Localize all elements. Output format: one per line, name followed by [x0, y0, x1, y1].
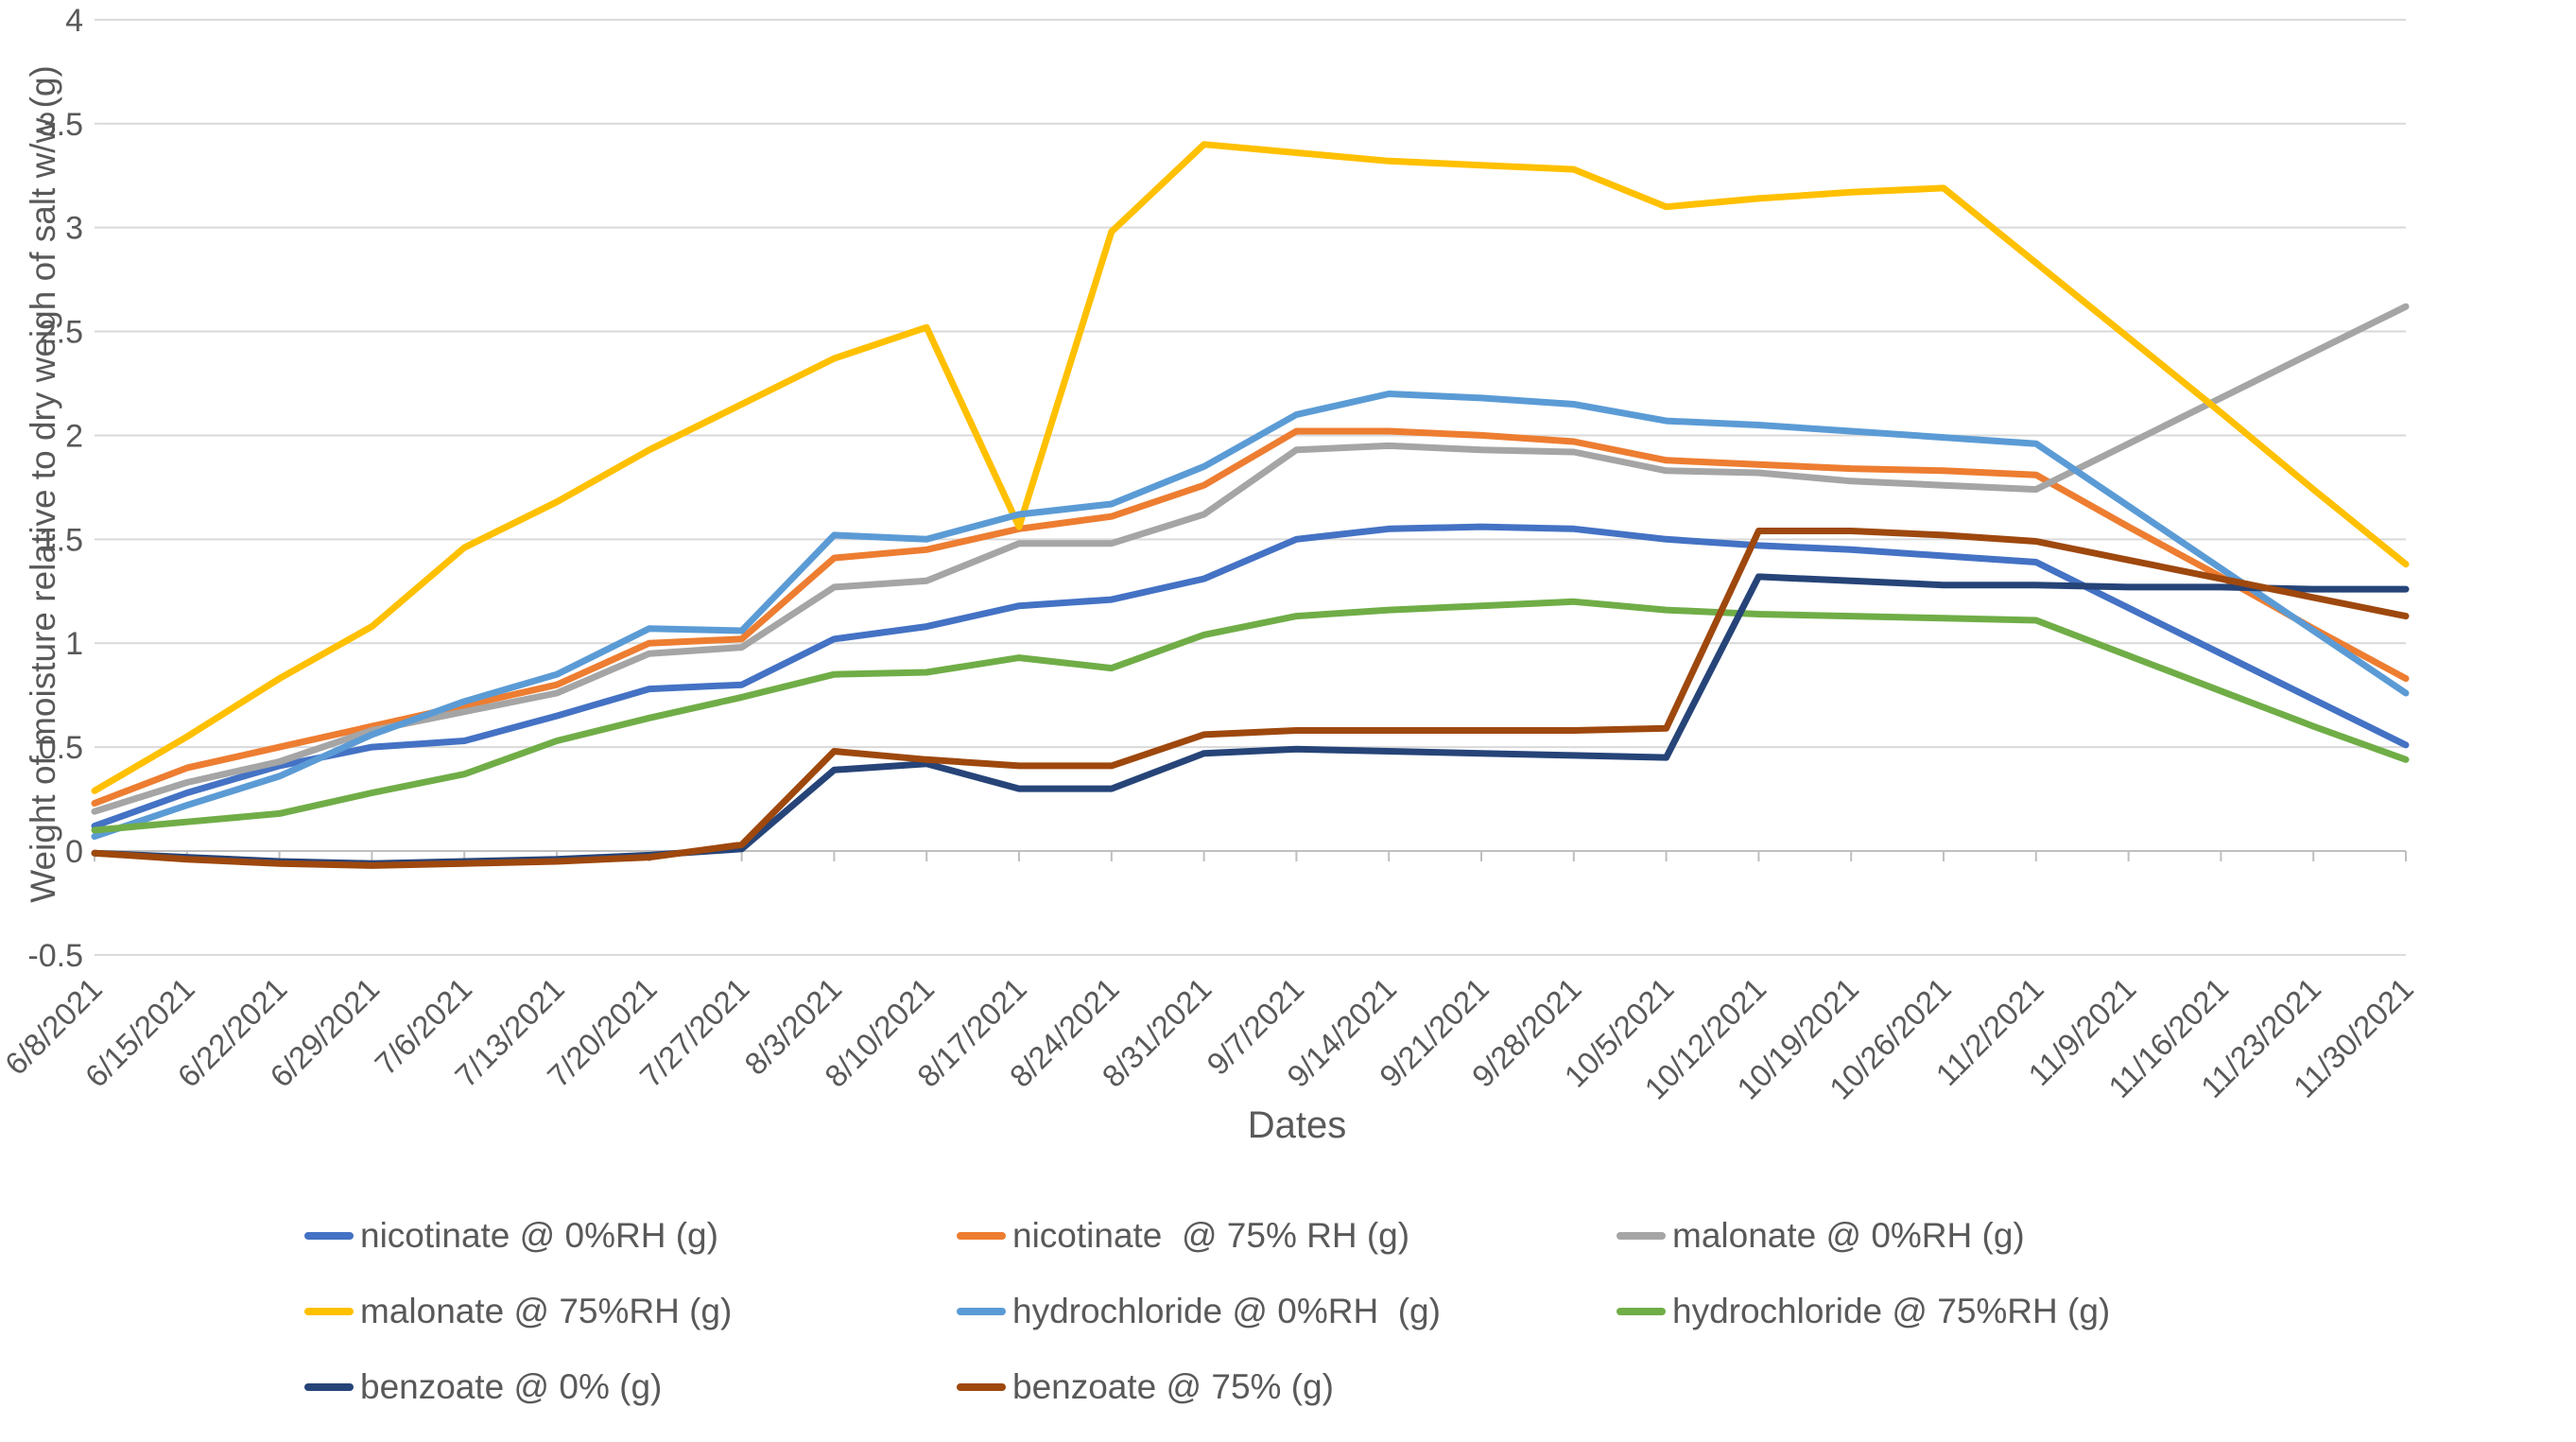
legend-item-2: malonate @ 0%RH (g) [1616, 1218, 2025, 1253]
legend-item-0: nicotinate @ 0%RH (g) [304, 1218, 718, 1253]
series-line-1 [91, 427, 2410, 807]
legend-label: hydrochloride @ 75%RH (g) [1672, 1292, 2111, 1330]
y-tick-label: 0 [65, 834, 83, 870]
legend-swatch-icon [957, 1231, 1006, 1240]
legend-swatch-icon [304, 1382, 354, 1391]
y-tick-label: 0.5 [39, 730, 83, 766]
legend-item-6: benzoate @ 0% (g) [304, 1369, 662, 1404]
y-tick-label: 2 [65, 418, 83, 454]
series-line-5 [91, 598, 2410, 834]
series-line-2 [91, 303, 2410, 815]
series-line-4 [91, 391, 2410, 841]
y-tick-label: 4 [65, 3, 83, 39]
legend-swatch-icon [957, 1382, 1006, 1391]
legend-swatch-icon [1616, 1307, 1666, 1315]
legend-label: nicotinate @ 75% RH (g) [1012, 1216, 1410, 1255]
series-line-6 [91, 573, 2410, 867]
legend-item-5: hydrochloride @ 75%RH (g) [1616, 1294, 2110, 1329]
legend-item-3: malonate @ 75%RH (g) [304, 1294, 732, 1329]
y-tick-label: 2.5 [39, 315, 83, 351]
legend-swatch-icon [957, 1307, 1006, 1315]
legend-item-7: benzoate @ 75% (g) [957, 1369, 1334, 1404]
legend-label: malonate @ 75%RH (g) [360, 1292, 733, 1330]
legend-swatch-icon [1616, 1231, 1666, 1240]
legend-label: hydrochloride @ 0%RH (g) [1012, 1292, 1441, 1330]
y-tick-label: -0.5 [27, 938, 83, 974]
y-tick-label: 3 [65, 211, 83, 247]
legend-label: malonate @ 0%RH (g) [1672, 1216, 2025, 1255]
x-axis-title: Dates [1247, 1104, 1347, 1146]
legend-swatch-icon [304, 1231, 354, 1240]
series-line-0 [91, 523, 2410, 830]
y-tick-label: 1.5 [39, 522, 83, 558]
y-tick-label: 3.5 [39, 107, 83, 143]
y-tick-label: 1 [65, 626, 83, 662]
legend-label: benzoate @ 75% (g) [1012, 1367, 1334, 1406]
series-line-7 [91, 528, 2410, 869]
legend-item-1: nicotinate @ 75% RH (g) [957, 1218, 1409, 1253]
legend-label: nicotinate @ 0%RH (g) [360, 1216, 718, 1255]
legend-label: benzoate @ 0% (g) [360, 1367, 663, 1406]
series-line-3 [91, 141, 2410, 794]
legend-swatch-icon [304, 1307, 354, 1315]
legend-item-4: hydrochloride @ 0%RH (g) [957, 1294, 1441, 1329]
